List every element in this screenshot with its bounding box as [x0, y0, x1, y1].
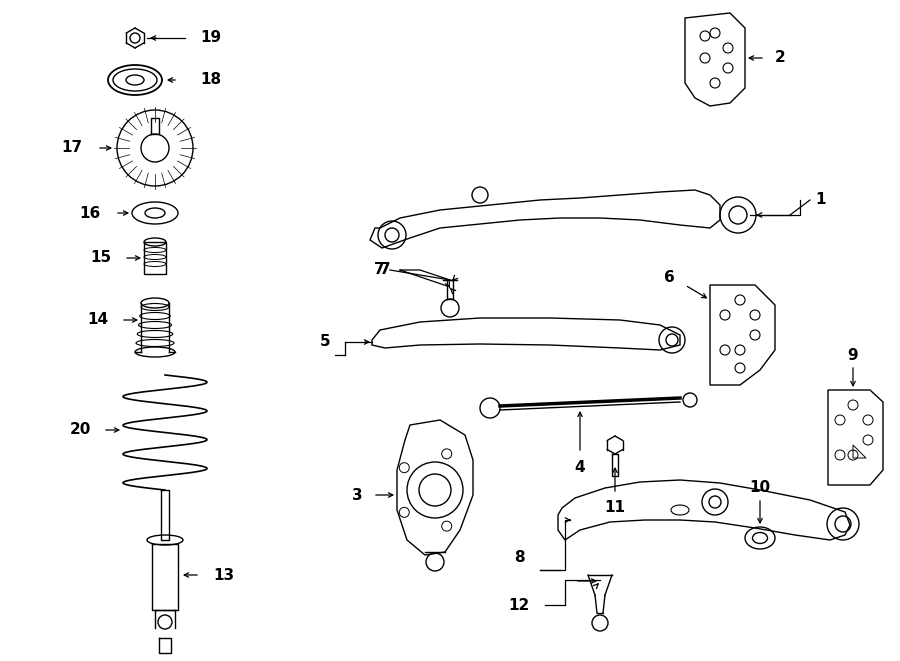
Text: 12: 12 — [508, 598, 530, 613]
Text: 14: 14 — [87, 313, 108, 327]
Text: 1: 1 — [815, 192, 825, 208]
Text: 8: 8 — [515, 551, 525, 566]
Text: 2: 2 — [775, 50, 786, 65]
Text: 16: 16 — [80, 206, 101, 221]
Bar — [144, 242, 166, 274]
Text: 19: 19 — [200, 30, 221, 46]
Text: 11: 11 — [605, 500, 626, 514]
Text: 7: 7 — [374, 262, 385, 278]
Text: 20: 20 — [69, 422, 91, 438]
Text: 6: 6 — [664, 270, 675, 286]
Text: 13: 13 — [213, 568, 234, 582]
Text: 17: 17 — [61, 141, 82, 155]
Text: 15: 15 — [90, 251, 111, 266]
Text: 4: 4 — [575, 461, 585, 475]
Text: 9: 9 — [848, 348, 859, 362]
Text: 18: 18 — [200, 73, 221, 87]
Text: 5: 5 — [320, 334, 330, 350]
Text: 7: 7 — [380, 262, 391, 278]
Text: 3: 3 — [353, 488, 363, 502]
Text: 10: 10 — [750, 481, 770, 496]
